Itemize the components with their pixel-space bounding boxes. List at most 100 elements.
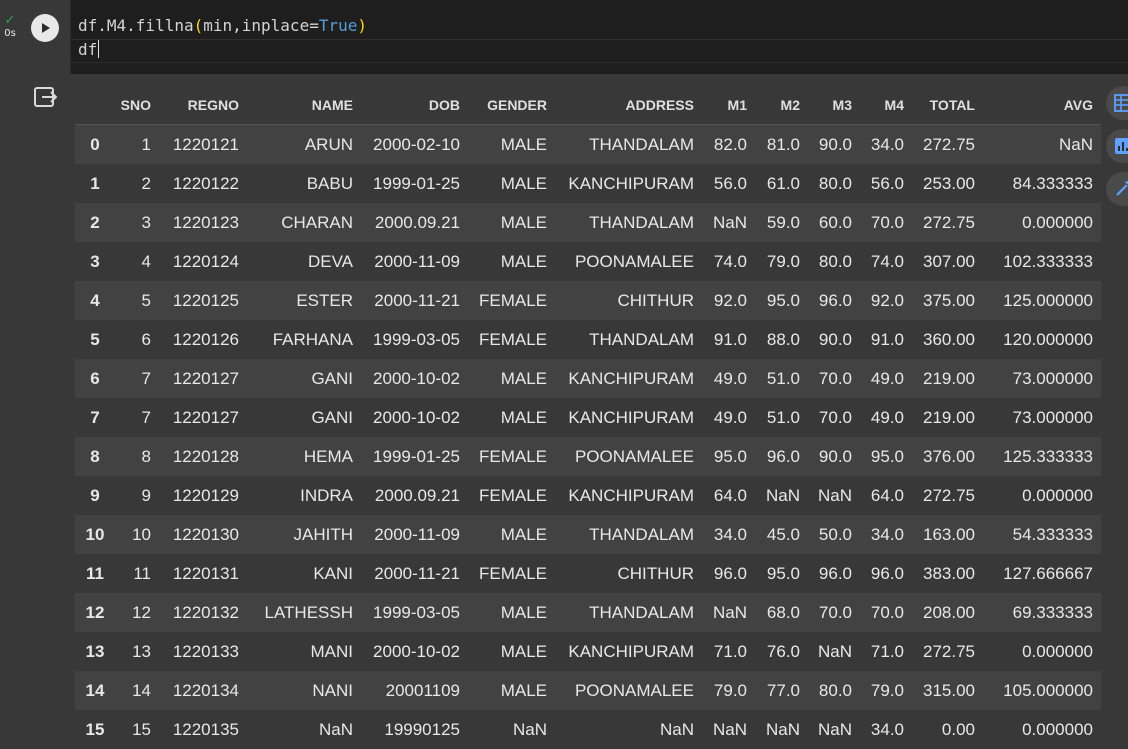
column-header: M1 — [694, 85, 747, 125]
table-cell: 1220131 — [151, 554, 239, 593]
table-cell: 163.00 — [904, 515, 975, 554]
table-cell: NaN — [747, 710, 800, 749]
table-cell: LATHESSH — [239, 593, 353, 632]
table-cell: 20001109 — [353, 671, 460, 710]
table-cell: 54.333333 — [975, 515, 1101, 554]
table-cell: 2000-11-21 — [353, 281, 460, 320]
table-cell: 59.0 — [747, 203, 800, 242]
table-cell: 272.75 — [904, 203, 975, 242]
table-cell: HEMA — [239, 437, 353, 476]
table-cell: 92.0 — [694, 281, 747, 320]
table-cell: FEMALE — [460, 437, 547, 476]
table-cell: ARUN — [239, 125, 353, 165]
row-index: 15 — [75, 710, 115, 749]
column-header: AVG — [975, 85, 1101, 125]
table-cell: 1220128 — [151, 437, 239, 476]
table-cell: 14 — [115, 671, 151, 710]
table-cell: 1220123 — [151, 203, 239, 242]
table-cell: POONAMALEE — [547, 671, 694, 710]
table-cell: 315.00 — [904, 671, 975, 710]
magic-wand-icon[interactable] — [1106, 172, 1128, 206]
table-icon[interactable] — [1106, 86, 1128, 120]
table-cell: 253.00 — [904, 164, 975, 203]
table-cell: 34.0 — [694, 515, 747, 554]
table-cell: 96.0 — [852, 554, 904, 593]
table-cell: 2000-02-10 — [353, 125, 460, 165]
table-cell: 79.0 — [852, 671, 904, 710]
current-line-highlight — [71, 39, 1128, 63]
table-cell: 56.0 — [694, 164, 747, 203]
table-cell: 68.0 — [747, 593, 800, 632]
table-cell: 7 — [115, 398, 151, 437]
row-index: 0 — [75, 125, 115, 165]
table-cell: 0.000000 — [975, 203, 1101, 242]
table-cell: 95.0 — [747, 554, 800, 593]
table-cell: 91.0 — [852, 320, 904, 359]
table-cell: 105.000000 — [975, 671, 1101, 710]
table-cell: 1220130 — [151, 515, 239, 554]
table-cell: 1220125 — [151, 281, 239, 320]
table-cell: 2000-10-02 — [353, 632, 460, 671]
table-cell: 70.0 — [800, 398, 852, 437]
row-index: 13 — [75, 632, 115, 671]
output-icon[interactable] — [32, 84, 58, 110]
table-cell: 127.666667 — [975, 554, 1101, 593]
row-index: 8 — [75, 437, 115, 476]
table-cell: KANCHIPURAM — [547, 359, 694, 398]
row-index: 14 — [75, 671, 115, 710]
table-cell: 11 — [115, 554, 151, 593]
table-cell: DEVA — [239, 242, 353, 281]
cell-gutter: ✓ 0s — [0, 0, 72, 743]
table-cell: 3 — [115, 203, 151, 242]
table-cell: 15 — [115, 710, 151, 749]
table-cell: 1999-01-25 — [353, 437, 460, 476]
row-index: 6 — [75, 359, 115, 398]
table-cell: 2000.09.21 — [353, 203, 460, 242]
table-cell: 45.0 — [747, 515, 800, 554]
table-cell: 0.000000 — [975, 476, 1101, 515]
table-cell: 80.0 — [800, 164, 852, 203]
table-cell: ESTER — [239, 281, 353, 320]
table-cell: MALE — [460, 671, 547, 710]
table-cell: 34.0 — [852, 515, 904, 554]
table-cell: 34.0 — [852, 710, 904, 749]
table-cell: 12 — [115, 593, 151, 632]
chart-icon[interactable] — [1106, 129, 1128, 163]
table-cell: CHITHUR — [547, 554, 694, 593]
table-cell: MALE — [460, 632, 547, 671]
table-cell: 1220121 — [151, 125, 239, 165]
table-cell: 10 — [115, 515, 151, 554]
table-cell: 19990125 — [353, 710, 460, 749]
table-cell: GANI — [239, 359, 353, 398]
table-cell: 219.00 — [904, 359, 975, 398]
table-cell: MALE — [460, 515, 547, 554]
table-cell: INDRA — [239, 476, 353, 515]
output-toolbar — [1106, 86, 1128, 215]
column-header: M3 — [800, 85, 852, 125]
table-cell: 95.0 — [747, 281, 800, 320]
row-index: 11 — [75, 554, 115, 593]
table-cell: 307.00 — [904, 242, 975, 281]
table-cell: NaN — [800, 476, 852, 515]
table-cell: 1999-01-25 — [353, 164, 460, 203]
row-index: 2 — [75, 203, 115, 242]
table-cell: NaN — [239, 710, 353, 749]
code-editor[interactable]: df.M4.fillna(min,inplace=True) df — [70, 0, 1128, 74]
table-cell: 4 — [115, 242, 151, 281]
table-cell: 90.0 — [800, 437, 852, 476]
run-cell-button[interactable] — [31, 14, 59, 42]
table-cell: MALE — [460, 164, 547, 203]
code-token: df — [78, 40, 97, 59]
